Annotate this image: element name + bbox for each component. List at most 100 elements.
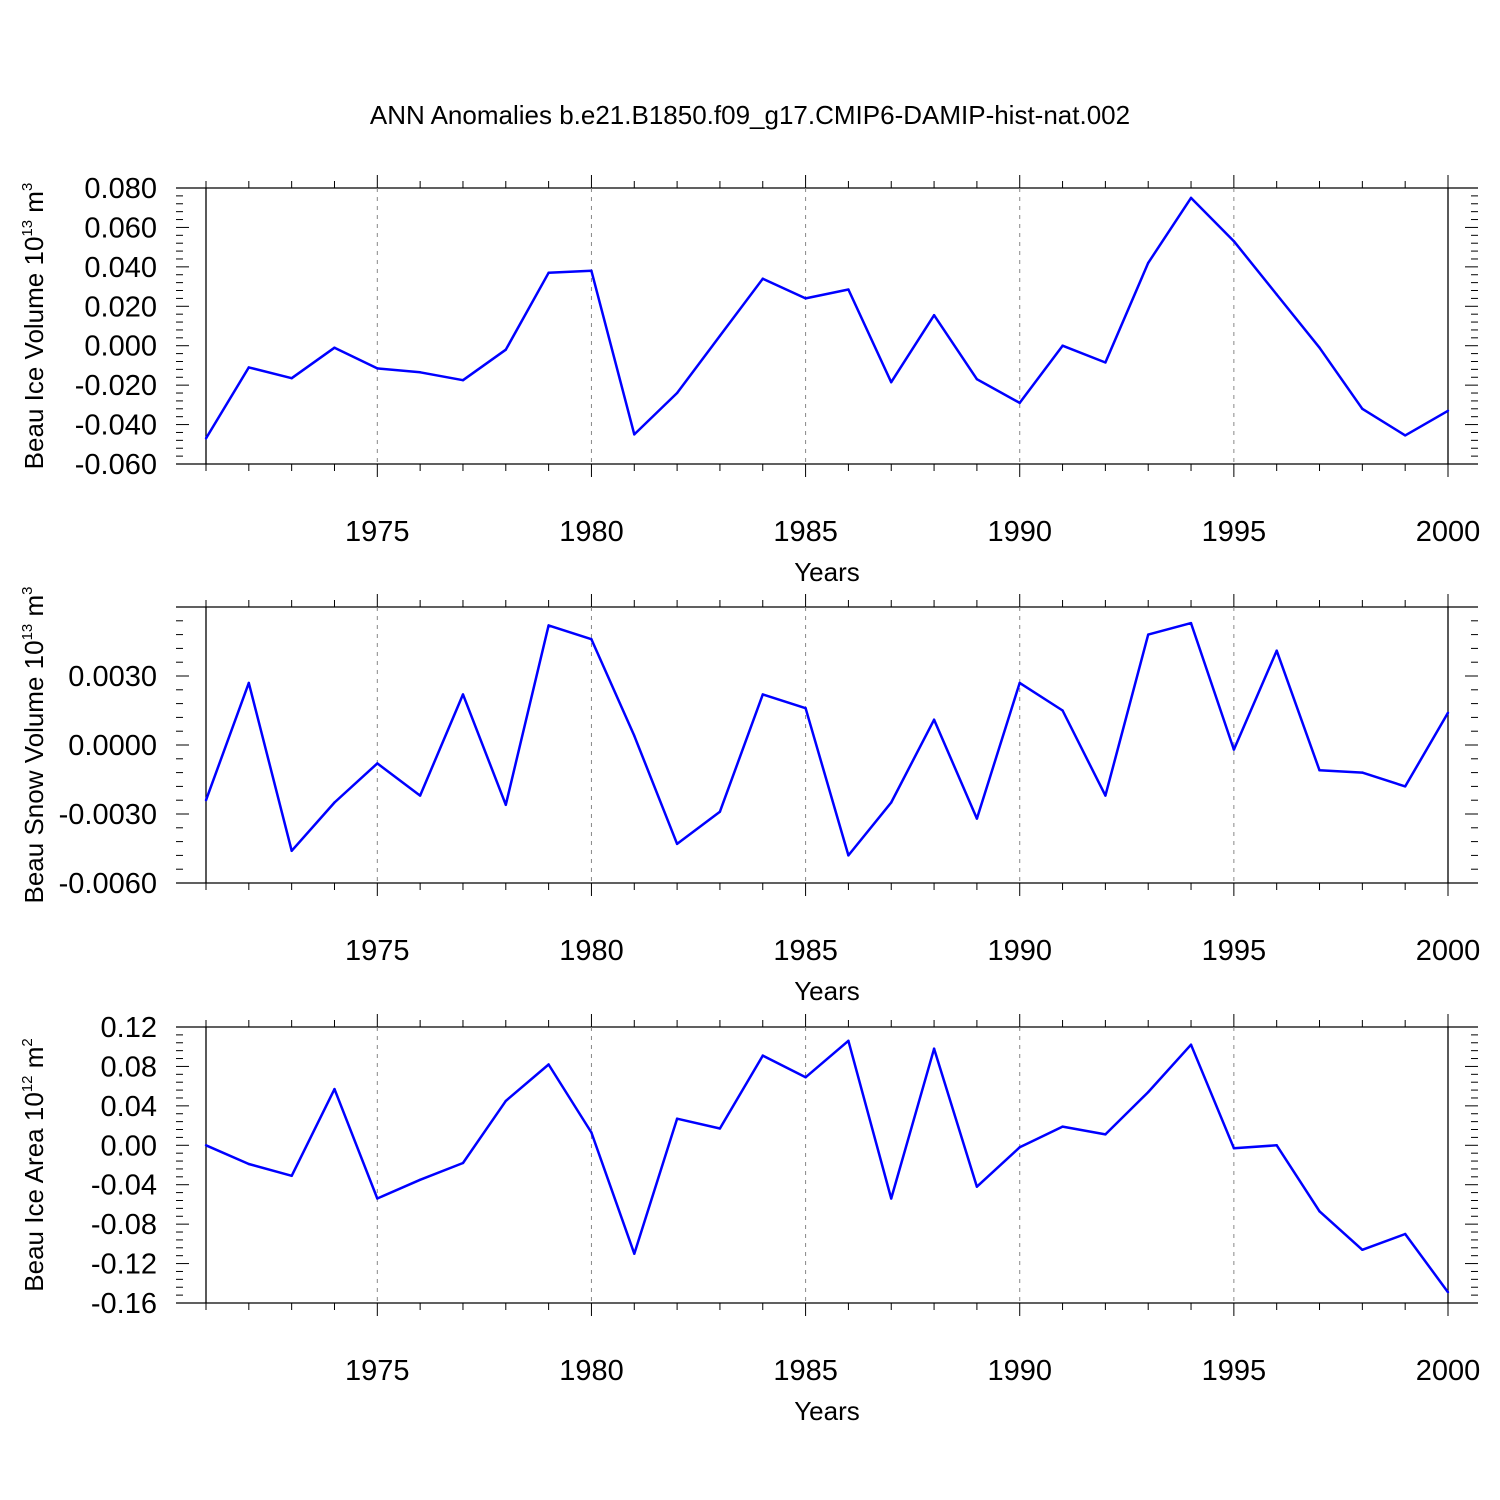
data-point	[804, 707, 807, 710]
data-point	[1361, 1248, 1364, 1251]
data-point	[290, 849, 293, 852]
data-point	[461, 693, 465, 696]
data-point	[718, 1127, 722, 1130]
data-point	[1403, 1232, 1407, 1236]
y-tick-label: -0.16	[91, 1288, 157, 1320]
data-point	[1446, 409, 1450, 412]
data-point	[204, 437, 208, 440]
x-tick-label: 2000	[1416, 1355, 1481, 1387]
data-point	[1232, 240, 1236, 243]
data-point	[204, 799, 208, 802]
data-point	[247, 1162, 251, 1166]
data-point	[932, 1047, 936, 1050]
x-tick-label: 1975	[345, 935, 410, 967]
data-point	[1061, 344, 1064, 347]
x-tick-label: 1985	[773, 935, 838, 967]
data-point	[633, 433, 636, 436]
data-point	[932, 718, 936, 721]
data-point	[590, 1131, 593, 1134]
x-axis-title: Years	[794, 1396, 860, 1426]
data-point	[675, 842, 679, 846]
data-point	[975, 378, 979, 381]
data-point	[975, 817, 979, 820]
data-point	[932, 313, 936, 317]
y-tick-label: 0.0000	[68, 730, 157, 762]
y-tick-label: -0.12	[91, 1249, 157, 1281]
data-point	[1061, 1125, 1064, 1128]
data-point	[1061, 709, 1064, 712]
y-tick-label: -0.04	[91, 1170, 157, 1202]
x-tick-label: 1995	[1202, 516, 1267, 548]
data-point	[547, 271, 550, 274]
data-point	[1189, 621, 1193, 625]
y-tick-label: -0.0060	[59, 868, 157, 900]
data-point	[1147, 633, 1150, 636]
x-tick-label: 2000	[1416, 935, 1481, 967]
data-point	[1147, 261, 1150, 265]
data-point	[1275, 1144, 1278, 1147]
data-point	[1147, 1090, 1150, 1094]
data-point	[547, 624, 550, 627]
data-point	[590, 638, 593, 641]
data-point	[504, 1099, 507, 1103]
y-tick-label: 0.12	[101, 1012, 157, 1044]
x-tick-label: 1980	[559, 935, 624, 967]
data-point	[1018, 1146, 1021, 1149]
data-point	[1104, 794, 1107, 797]
data-point	[376, 762, 379, 765]
data-point	[461, 379, 465, 382]
x-tick-label: 1995	[1202, 935, 1267, 967]
x-tick-label: 1990	[987, 935, 1052, 967]
data-point	[504, 348, 507, 351]
data-point	[1318, 1210, 1321, 1213]
panel-snow-volume: 1975 1980 1985 1990 1995 2000 -0.0060 -0.0030 0.…	[19, 587, 1480, 1007]
data-point	[633, 734, 636, 737]
data-point	[1232, 748, 1236, 751]
y-tick-label: 0.020	[84, 291, 157, 323]
data-point	[761, 1054, 764, 1057]
series-line	[205, 1039, 1450, 1293]
data-point	[247, 366, 251, 369]
y-tick-label: 0.0030	[68, 661, 157, 693]
series-line	[204, 196, 1449, 440]
x-axis-title: Years	[794, 976, 860, 1006]
data-point	[1446, 711, 1450, 714]
data-point	[333, 346, 336, 349]
data-point	[847, 1039, 850, 1043]
x-tick-label: 1980	[559, 1355, 624, 1387]
data-point	[1361, 771, 1364, 774]
y-tick-label: -0.08	[91, 1209, 157, 1241]
data-point	[1189, 1043, 1193, 1046]
data-point	[675, 1117, 679, 1120]
data-point	[1318, 769, 1321, 772]
y-tick-label: 0.060	[84, 212, 157, 244]
panel-ice-area: 1975 1980 1985 1990 1995 2000 -0.16 -0.12 -0.08 -…	[19, 1012, 1480, 1426]
data-point	[890, 1197, 893, 1200]
data-point	[718, 810, 722, 813]
y-tick-label: 0.080	[84, 173, 157, 205]
data-point	[1446, 1290, 1450, 1294]
data-point	[547, 1063, 550, 1066]
data-point	[1189, 196, 1193, 200]
y-tick-label: -0.060	[75, 449, 157, 481]
x-tick-label: 1985	[773, 1355, 838, 1387]
y-tick-label: -0.020	[75, 370, 157, 402]
data-point	[1104, 1133, 1107, 1136]
data-point	[1275, 649, 1278, 652]
y-tick-label: 0.04	[101, 1091, 157, 1123]
data-point	[847, 854, 850, 857]
y-tick-label: -0.040	[75, 410, 157, 442]
data-point	[376, 367, 379, 370]
x-tick-label: 2000	[1416, 516, 1481, 548]
data-point	[890, 801, 893, 804]
data-point	[675, 391, 679, 395]
data-point	[890, 380, 893, 384]
data-point	[718, 334, 722, 338]
data-point	[376, 1197, 379, 1200]
data-point	[418, 371, 422, 374]
data-point	[761, 693, 764, 696]
x-tick-label: 1990	[987, 516, 1052, 548]
data-point	[590, 269, 593, 272]
data-point	[1018, 681, 1021, 685]
